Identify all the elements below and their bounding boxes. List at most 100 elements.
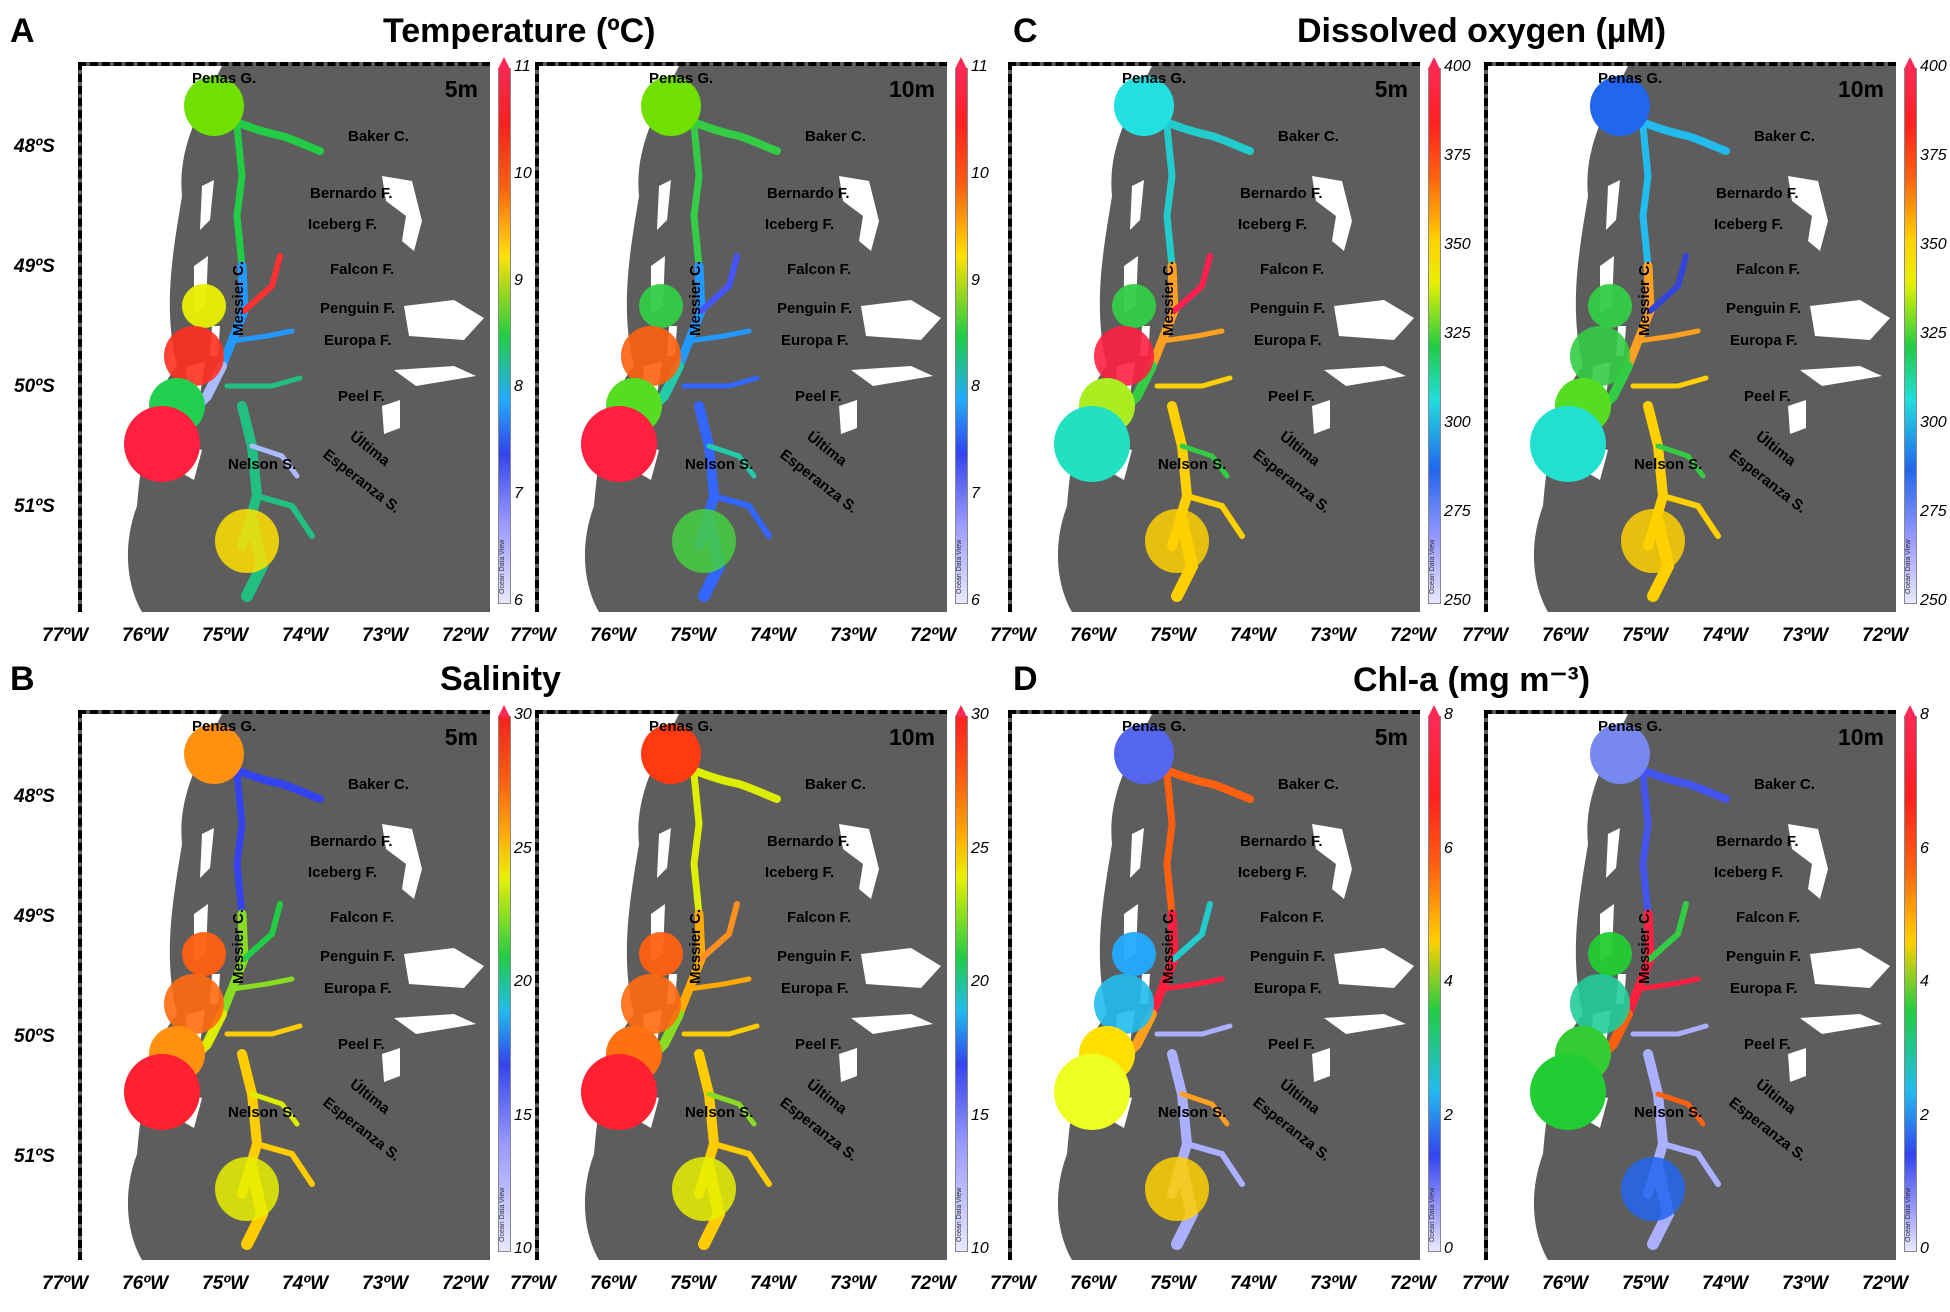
place-label-iceberg: Iceberg F. <box>308 216 378 233</box>
place-label-peel: Peel F. <box>795 388 842 405</box>
place-label-nelson: Nelson S. <box>1634 1104 1703 1121</box>
lon-label: 73ºW <box>1782 625 1829 646</box>
place-label-europa: Europa F. <box>781 980 849 997</box>
odv-credit: Ocean Data View <box>499 1187 506 1242</box>
map-canvas <box>1012 714 1414 1260</box>
mid-west-disc <box>182 284 226 328</box>
colorbar-tick: 6 <box>514 592 523 609</box>
lon-label: 74ºW <box>1230 625 1277 646</box>
lon-label: 77ºW <box>990 1273 1037 1294</box>
disc-50s <box>621 326 681 386</box>
lon-label: 72ºW <box>1390 625 1437 646</box>
lon-label: 75ºW <box>202 625 249 646</box>
place-label-penguin: Penguin F. <box>1250 300 1325 317</box>
map-panel-temp-10m: 10m Penas G. Baker C. Bernardo F. Iceberg F.… <box>535 62 947 612</box>
place-label-iceberg: Iceberg F. <box>1714 216 1784 233</box>
chla-title-text: Chl-a (mg m⁻³) <box>1353 661 1591 699</box>
place-label-nelson: Nelson S. <box>228 456 297 473</box>
place-label-falcon: Falcon F. <box>787 909 852 926</box>
lon-label: 77ºW <box>990 625 1037 646</box>
place-label-iceberg: Iceberg F. <box>765 216 835 233</box>
place-label-europa: Europa F. <box>324 332 392 349</box>
lon-label: 72ºW <box>910 1273 957 1294</box>
depth-label: 10m <box>1837 724 1884 750</box>
colorbar-tick: 10 <box>971 1240 989 1257</box>
place-label-baker: Baker C. <box>805 128 866 145</box>
colorbar-tick: 11 <box>514 58 531 75</box>
place-label-peel: Peel F. <box>338 1036 385 1053</box>
lon-label: 76ºW <box>1542 1273 1589 1294</box>
colorbar-temp-5m <box>498 57 511 604</box>
lat-label-51-bottom: 51ºS <box>14 1146 55 1167</box>
map-canvas <box>1488 66 1890 612</box>
place-label-falcon: Falcon F. <box>330 261 395 278</box>
place-label-messier: Messier C. <box>1160 908 1177 984</box>
lake-shapes <box>1788 176 1890 434</box>
colorbar-tick: 4 <box>1920 973 1929 990</box>
lat-label-48-bottom: 48ºS <box>14 786 55 807</box>
place-label-penas: Penas G. <box>1122 718 1187 735</box>
place-label-iceberg: Iceberg F. <box>1238 864 1308 881</box>
place-label-falcon: Falcon F. <box>1260 909 1325 926</box>
channel-network <box>187 755 324 1250</box>
map-canvas <box>82 66 484 612</box>
place-label-bernardo: Bernardo F. <box>1716 185 1799 202</box>
nelson-disc <box>1621 509 1685 573</box>
place-label-messier: Messier C. <box>687 908 704 984</box>
colorbar-tick: 250 <box>1920 592 1947 609</box>
lon-label: 77ºW <box>42 625 89 646</box>
place-label-iceberg: Iceberg F. <box>308 864 378 881</box>
lon-label: 75ºW <box>202 1273 249 1294</box>
lon-label: 75ºW <box>1150 625 1197 646</box>
map-panel-sal-5m: 5m Penas G. Baker C. Bernardo F. Iceberg F. M… <box>78 710 490 1260</box>
penas-gulf-disc <box>184 724 244 784</box>
lon-label: 73ºW <box>830 1273 877 1294</box>
lake-shapes <box>1788 824 1890 1082</box>
place-label-penguin: Penguin F. <box>777 948 852 965</box>
lat-label-48-top: 48ºS <box>14 136 55 157</box>
place-label-messier: Messier C. <box>1636 908 1653 984</box>
map-panel-chl-5m: 5m Penas G. Baker C. Bernardo F. Iceberg F. M… <box>1008 710 1420 1260</box>
place-label-penas: Penas G. <box>1598 70 1663 87</box>
nelson-disc <box>1145 1157 1209 1221</box>
depth-label: 5m <box>1374 724 1408 750</box>
map-canvas <box>539 66 941 612</box>
colorbar-tick: 275 <box>1920 503 1947 520</box>
place-label-europa: Europa F. <box>324 980 392 997</box>
place-label-messier: Messier C. <box>230 260 247 336</box>
lake-shapes <box>382 176 484 434</box>
place-label-iceberg: Iceberg F. <box>765 864 835 881</box>
place-label-peel: Peel F. <box>1744 388 1791 405</box>
lon-label: 73ºW <box>362 625 409 646</box>
depth-label: 5m <box>444 724 478 750</box>
colorbar-chl-10m <box>1904 705 1917 1252</box>
odv-credit: Ocean Data View <box>956 1187 963 1242</box>
ocean-area <box>82 66 222 612</box>
penas-gulf-disc <box>1114 724 1174 784</box>
lon-label: 77ºW <box>510 625 557 646</box>
colorbar-tick: 25 <box>514 839 532 857</box>
place-label-bernardo: Bernardo F. <box>1716 833 1799 850</box>
nelson-disc <box>215 509 279 573</box>
disc-50s <box>1570 326 1630 386</box>
colorbar-chl-5m <box>1428 705 1441 1252</box>
lon-label: 77ºW <box>42 1273 89 1294</box>
depth-label: 10m <box>1837 76 1884 102</box>
place-label-baker: Baker C. <box>348 128 409 145</box>
panel-title-chla: Chl-a (mg m⁻³) <box>1353 660 1590 700</box>
lat-label-49-bottom: 49ºS <box>14 906 55 927</box>
colorbar-oxy-10m <box>1904 57 1917 604</box>
panel-title-oxygen: Dissolved oxygen (µM) <box>1297 12 1667 50</box>
lon-label: 74ºW <box>1230 1273 1277 1294</box>
place-label-peel: Peel F. <box>1268 388 1315 405</box>
lon-label: 72ºW <box>1862 1273 1909 1294</box>
map-panel-chl-10m: 10m Penas G. Baker C. Bernardo F. Iceberg F.… <box>1484 710 1896 1260</box>
map-panel-oxy-10m: 10m Penas G. Baker C. Bernardo F. Iceberg F.… <box>1484 62 1896 612</box>
lon-label: 74ºW <box>750 1273 797 1294</box>
colorbar-tick: 6 <box>1444 839 1453 857</box>
colorbar-tick: 7 <box>514 485 523 503</box>
ocean-area <box>82 714 222 1260</box>
place-label-penas: Penas G. <box>1598 718 1663 735</box>
colorbar-tick: 375 <box>1444 147 1471 164</box>
disc-50s <box>621 974 681 1034</box>
